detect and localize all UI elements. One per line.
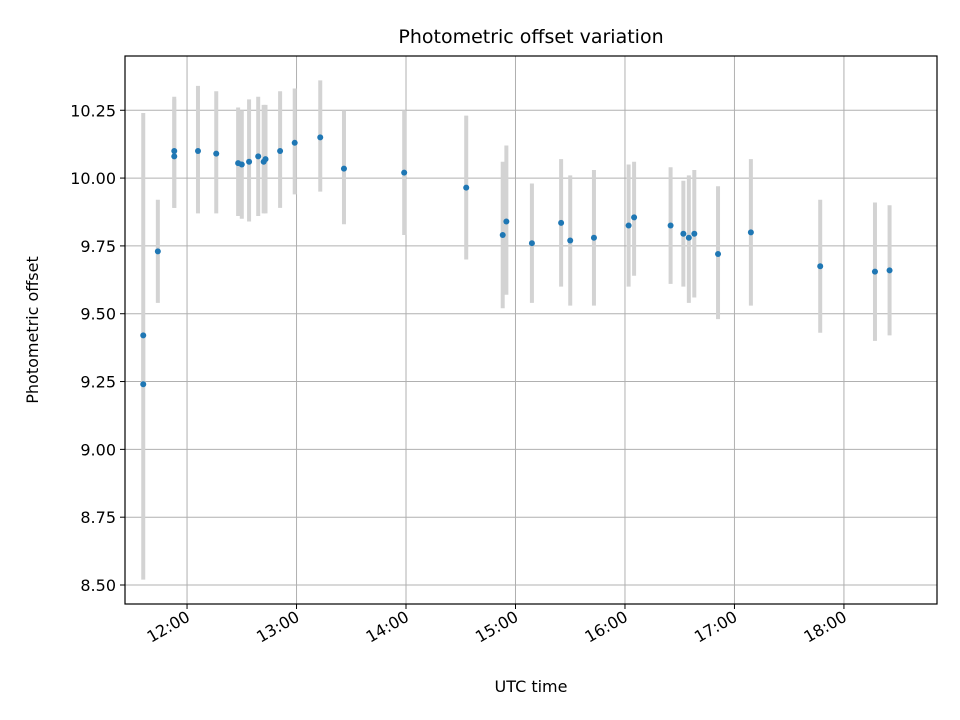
y-tick-label: 9.00	[80, 440, 116, 459]
plot-frame	[124, 55, 938, 605]
data-point	[886, 267, 893, 274]
data-point	[747, 229, 754, 236]
data-point	[238, 161, 245, 168]
data-point	[817, 263, 824, 270]
data-point	[401, 169, 408, 176]
y-tick-label: 10.25	[70, 101, 116, 120]
data-point	[685, 234, 692, 241]
data-point	[140, 381, 147, 388]
data-point	[171, 147, 178, 154]
data-point	[590, 234, 597, 241]
data-point	[340, 165, 347, 172]
data-point	[262, 156, 269, 163]
data-point	[558, 219, 565, 226]
y-tick-label: 9.75	[80, 237, 116, 256]
data-point	[625, 222, 632, 229]
data-point	[871, 268, 878, 275]
y-tick-label: 9.25	[80, 373, 116, 392]
data-point	[567, 237, 574, 244]
data-point	[291, 139, 298, 146]
y-axis-ticks: 8.50 8.75 9.00 9.25 9.50 9.75 10.00 10.25	[70, 101, 125, 595]
data-point	[631, 214, 638, 221]
data-point	[317, 134, 324, 141]
data-point	[499, 232, 506, 239]
data-points	[140, 134, 893, 388]
data-point	[463, 184, 470, 191]
data-point	[691, 230, 698, 237]
data-point	[194, 147, 201, 154]
data-point	[667, 222, 674, 229]
data-point	[140, 332, 147, 339]
y-tick-label: 10.00	[70, 169, 116, 188]
data-point	[715, 251, 722, 258]
data-point	[680, 230, 687, 237]
data-point	[213, 150, 220, 157]
data-point	[277, 147, 284, 154]
y-tick-label: 9.50	[80, 305, 116, 324]
data-point	[246, 158, 253, 165]
data-point	[503, 218, 510, 225]
data-point	[528, 240, 535, 247]
data-point	[171, 153, 178, 160]
chart-title: Photometric offset variation	[398, 26, 663, 48]
data-point	[255, 153, 262, 160]
y-tick-label: 8.75	[80, 508, 116, 527]
y-tick-label: 8.50	[80, 576, 116, 595]
data-point	[154, 248, 161, 255]
y-axis-title: Photometric offset	[23, 256, 42, 404]
x-axis-title: UTC time	[495, 677, 568, 696]
